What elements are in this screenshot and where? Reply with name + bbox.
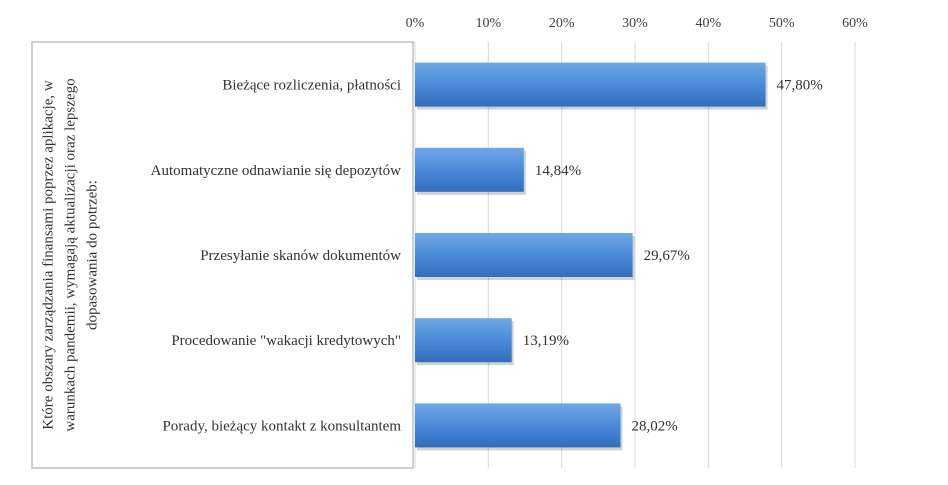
data-label: 14,84% bbox=[535, 163, 581, 179]
bar bbox=[415, 318, 512, 363]
x-tick-label: 40% bbox=[695, 16, 721, 31]
category-label: Bieżące rozliczenia, płatności bbox=[222, 78, 401, 94]
bar bbox=[415, 62, 766, 107]
data-label: 28,02% bbox=[631, 418, 677, 434]
x-tick-label: 0% bbox=[406, 16, 425, 31]
data-labels: 47,80% 14,84% 29,67% 13,19% 28,02% bbox=[523, 78, 823, 435]
category-label: Procedowanie "wakacji kredytowych" bbox=[171, 333, 401, 349]
x-tick-label: 30% bbox=[622, 16, 648, 31]
bars bbox=[415, 62, 768, 451]
bar bbox=[415, 233, 633, 277]
category-label: Automatyczne odnawianie się depozytów bbox=[151, 163, 402, 179]
y-axis-title-line: warunkach pandemii, wymagają aktualizacj… bbox=[62, 78, 78, 431]
y-axis-title: Które obszary zarządzania finansami popr… bbox=[40, 78, 100, 431]
category-labels: Bieżące rozliczenia, płatności Automatycz… bbox=[151, 78, 402, 435]
data-label: 29,67% bbox=[644, 248, 690, 264]
category-label: Porady, bieżący kontakt z konsultantem bbox=[162, 418, 401, 434]
bar bbox=[415, 147, 524, 192]
bar bbox=[415, 403, 621, 448]
y-axis-title-line: Które obszary zarządzania finansami popr… bbox=[40, 80, 56, 430]
data-label: 13,19% bbox=[523, 333, 569, 349]
x-tick-label: 10% bbox=[475, 16, 501, 31]
data-label: 47,80% bbox=[777, 78, 823, 94]
gridlines bbox=[414, 42, 856, 468]
y-axis-title-line: dopasowania do potrzeb: bbox=[84, 180, 100, 330]
x-tick-label: 20% bbox=[549, 16, 575, 31]
category-label-box bbox=[31, 41, 414, 469]
x-axis-ticks: 0% 10% 20% 30% 40% 50% 60% bbox=[406, 16, 869, 31]
x-tick-label: 60% bbox=[842, 16, 868, 31]
x-tick-label: 50% bbox=[769, 16, 795, 31]
category-label: Przesyłanie skanów dokumentów bbox=[200, 248, 401, 264]
